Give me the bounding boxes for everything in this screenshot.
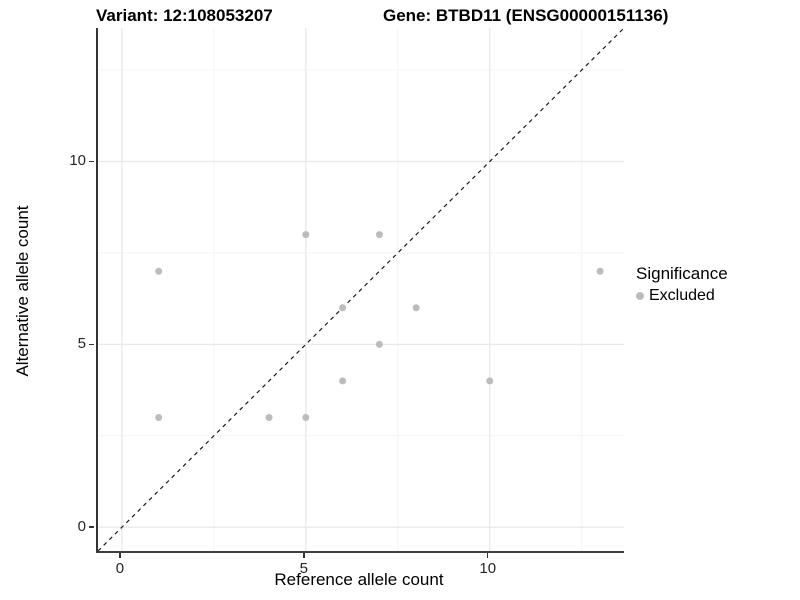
legend-title: Significance — [636, 264, 728, 283]
legend-entry-label: Excluded — [649, 287, 715, 304]
data-point — [155, 414, 163, 422]
data-point — [375, 231, 383, 239]
plot-panel — [96, 28, 624, 553]
data-point — [265, 414, 273, 422]
data-point — [155, 267, 163, 275]
x-axis-tick-mark — [119, 553, 121, 558]
x-axis-tick-mark — [303, 553, 305, 558]
y-axis-tick-mark — [89, 160, 94, 163]
data-point — [339, 304, 347, 312]
identity-line — [98, 28, 624, 551]
y-axis-tick-label: 0 — [77, 518, 86, 536]
data-point — [339, 377, 347, 385]
data-point — [302, 231, 310, 239]
y-axis-tick-label: 5 — [77, 335, 86, 353]
plot-title-variant: Variant: 12:108053207 — [96, 6, 273, 25]
data-point — [486, 377, 494, 385]
y-axis-tick-mark — [89, 343, 94, 346]
plot-canvas — [98, 28, 624, 551]
y-axis-tick-mark — [89, 526, 94, 528]
x-axis-tick-label: 0 — [115, 560, 125, 577]
y-axis-tick-label: 10 — [69, 152, 86, 170]
x-axis-tick-mark — [486, 553, 489, 558]
legend: Significance Excluded — [636, 264, 728, 305]
x-axis-tick-label: 5 — [299, 560, 308, 577]
legend-entry-excluded: Excluded — [636, 287, 728, 305]
legend-point-icon — [636, 292, 644, 300]
x-axis-tick-label: 10 — [479, 560, 497, 577]
y-axis-title: Alternative allele count — [13, 205, 32, 377]
data-point — [596, 267, 604, 275]
x-axis-title: Reference allele count — [274, 570, 444, 589]
data-point — [412, 304, 420, 312]
data-point — [302, 414, 310, 422]
plot-title-gene: Gene: BTBD11 (ENSG00000151136) — [383, 6, 669, 25]
data-point — [375, 340, 383, 348]
